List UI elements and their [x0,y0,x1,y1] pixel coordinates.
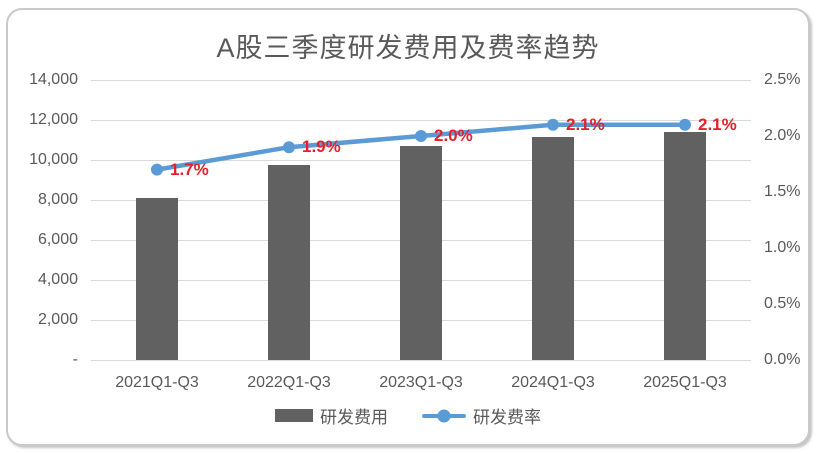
right-axis-tick: 2.5% [764,71,801,88]
chart-title: A股三季度研发费用及费率趋势 [216,33,600,63]
legend-item: 研发费率 [422,403,541,428]
bar [136,198,178,360]
legend-item: 研发费用 [275,403,388,428]
line-marker [151,163,163,176]
line-point-label: 2.1% [566,114,605,134]
line-point-label: 1.9% [302,137,341,157]
bar [268,165,310,360]
line-marker [283,141,295,154]
legend-label: 研发费用 [320,408,388,427]
left-axis-tick: 10,000 [29,151,78,168]
right-axis-tick: 1.0% [764,239,801,256]
right-axis-tick: 2.0% [764,127,801,144]
gridline [91,360,751,361]
right-axis-tick: 0.0% [764,351,801,368]
left-axis-tick: - [72,351,78,368]
x-axis-label: 2022Q1-Q3 [247,374,331,391]
x-axis-label: 2025Q1-Q3 [643,374,727,391]
line-point-label: 1.7% [170,159,209,179]
chart-card: A股三季度研发费用及费率趋势 14,000 12,000 10,000 8,000 6,… [6,8,810,446]
line-point-label: 2.0% [434,126,473,145]
left-axis-tick: 8,000 [37,191,78,208]
legend: 研发费用 研发费率 [8,403,808,428]
left-axis-tick: 14,000 [29,71,78,88]
line-series-swatch [422,409,466,422]
legend-label: 研发费率 [473,408,541,427]
plot-area: 14,000 12,000 10,000 8,000 6,000 4,000 2,000 - 2… [8,10,808,444]
left-axis-tick: 2,000 [37,311,78,328]
right-axis-tick: 1.5% [764,183,801,200]
bar [664,132,706,360]
left-axis-tick: 4,000 [37,271,78,288]
bar [400,146,442,360]
gridline [91,120,751,121]
x-axis-label: 2023Q1-Q3 [379,374,463,391]
line-point-label: 2.1% [698,114,737,134]
gridline [91,80,751,81]
bar-series-swatch [275,409,313,422]
x-axis-label: 2021Q1-Q3 [115,374,199,391]
left-axis-tick: 12,000 [29,111,78,128]
x-axis-label: 2024Q1-Q3 [511,374,595,391]
right-axis-tick: 0.5% [764,295,801,312]
bar [532,137,574,360]
line-marker [415,130,427,142]
left-axis-tick: 6,000 [37,231,78,248]
line-swatch-marker [437,409,451,422]
